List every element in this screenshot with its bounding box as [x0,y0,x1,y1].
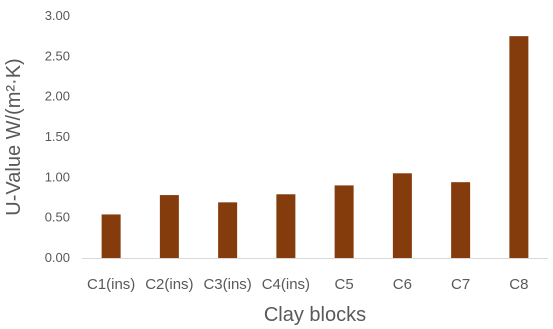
y-tick-label: 2.50 [45,48,70,63]
x-tick-label: C7 [451,276,470,293]
bars [101,36,529,258]
x-tick-label: C1(ins) [87,276,135,293]
y-tick-label: 0.50 [45,210,70,225]
x-tick-label: C3(ins) [203,276,251,293]
bar-C5 [334,185,354,258]
x-tick-label: C5 [335,276,354,293]
bar-C6 [392,173,412,258]
y-axis-ticks: 0.00 0.50 1.00 1.50 2.00 2.50 3.00 [45,8,70,265]
y-tick-label: 1.50 [45,129,70,144]
bar-C7 [451,182,471,258]
x-axis-title: Clay blocks [264,304,366,326]
y-tick-label: 3.00 [45,8,70,23]
bar-C2(ins) [159,195,179,258]
x-tick-label: C4(ins) [262,276,310,293]
bar-C4(ins) [276,194,296,258]
x-tick-label: C6 [393,276,412,293]
y-tick-label: 2.00 [45,89,70,104]
x-tick-label: C8 [509,276,528,293]
x-axis-ticks: C1(ins) C2(ins) C3(ins) C4(ins) C5 C6 C7 C8 [87,276,529,293]
bar-C1(ins) [101,214,121,258]
y-tick-label: 0.00 [45,250,70,265]
bar-C3(ins) [218,202,238,258]
y-tick-label: 1.00 [45,169,70,184]
y-axis-title: U-Value W/(m²·K) [3,58,25,215]
bar-C8 [509,36,529,258]
x-tick-label: C2(ins) [145,276,193,293]
